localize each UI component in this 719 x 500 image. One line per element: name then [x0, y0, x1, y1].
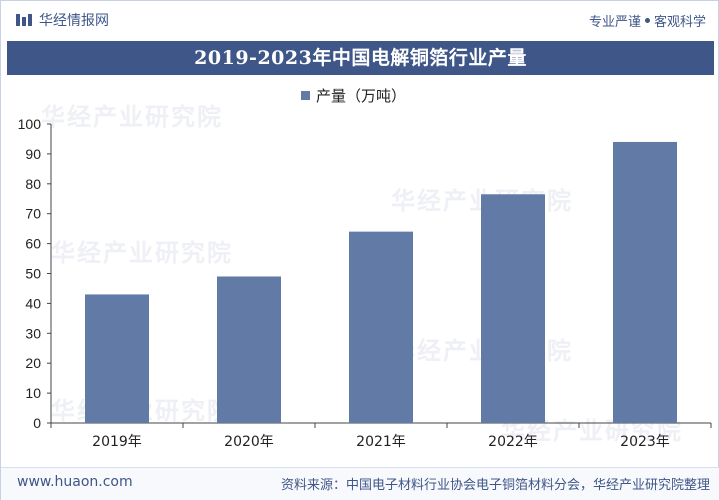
y-tick-label: 50: [25, 266, 41, 282]
y-tick-label: 20: [25, 355, 41, 371]
x-tick-label: 2022年: [488, 434, 538, 450]
slogan-left: 专业严谨: [588, 15, 641, 30]
brand[interactable]: 华经情报网: [15, 10, 109, 30]
bar-2020年[interactable]: [217, 276, 281, 423]
x-tick-label: 2020年: [224, 434, 274, 450]
brand-logo-icon: [16, 14, 32, 26]
footer-source: 资料来源：中国电子材料行业协会电子铜箔材料分会，华经产业研究院整理: [280, 478, 710, 493]
bar-2022年[interactable]: [481, 194, 545, 423]
legend-label: 产量（万吨）: [316, 87, 407, 105]
bar-2019年[interactable]: [85, 294, 149, 423]
y-tick-label: 80: [25, 176, 41, 192]
y-tick-label: 10: [25, 385, 41, 401]
x-axis: 2019年 2020年 2021年 2022年 2023年: [50, 422, 712, 450]
footer-url[interactable]: www.huaon.com: [17, 474, 133, 490]
bar-2021年[interactable]: [349, 231, 413, 423]
slogan: 专业严谨 客观科学: [589, 11, 706, 30]
slogan-right: 客观科学: [653, 15, 706, 30]
dot-icon: [644, 18, 650, 23]
y-tick-label: 30: [25, 325, 41, 341]
top-bar: 华经情报网 专业严谨 客观科学: [1, 1, 719, 39]
footer: www.huaon.com 资料来源：中国电子材料行业协会电子铜箔材料分会，华经…: [1, 467, 719, 500]
y-tick-label: 40: [25, 295, 41, 311]
legend-swatch: [301, 91, 310, 100]
y-tick-label: 0: [33, 415, 41, 431]
legend: 产量（万吨）: [301, 85, 406, 106]
bar-2023年[interactable]: [613, 141, 677, 423]
y-tick-label: 100: [18, 116, 42, 132]
brand-name: 华经情报网: [39, 13, 109, 29]
x-tick-label: 2019年: [92, 434, 142, 450]
y-tick-label: 70: [25, 206, 41, 222]
bars: [85, 141, 677, 423]
y-tick-label: 90: [25, 146, 41, 162]
x-tick-label: 2023年: [620, 434, 670, 450]
y-tick-label: 60: [25, 236, 41, 252]
y-axis: 0 10 20 30 40 50 60 70 80 90 100: [18, 116, 52, 431]
chart-title: 2019-2023年中国电解铜箔行业产量: [7, 41, 714, 75]
x-tick-label: 2021年: [356, 434, 406, 450]
